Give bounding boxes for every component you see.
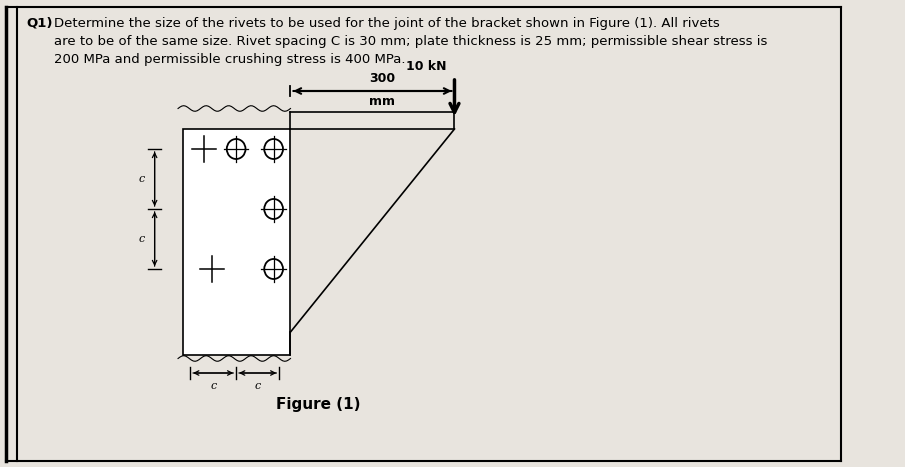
Circle shape — [227, 139, 245, 159]
Text: c: c — [138, 174, 145, 184]
Text: 10 kN: 10 kN — [406, 60, 447, 73]
Circle shape — [264, 199, 283, 219]
Circle shape — [264, 259, 283, 279]
Text: mm: mm — [369, 95, 395, 108]
Text: Figure (1): Figure (1) — [276, 397, 361, 412]
Circle shape — [264, 139, 283, 159]
Bar — [183, 129, 291, 355]
Text: Determine the size of the rivets to be used for the joint of the bracket shown i: Determine the size of the rivets to be u… — [54, 17, 767, 66]
Text: Q1): Q1) — [26, 17, 52, 30]
Text: c: c — [138, 234, 145, 244]
Text: c: c — [254, 381, 261, 391]
Text: c: c — [210, 381, 216, 391]
Text: 300: 300 — [369, 72, 395, 85]
